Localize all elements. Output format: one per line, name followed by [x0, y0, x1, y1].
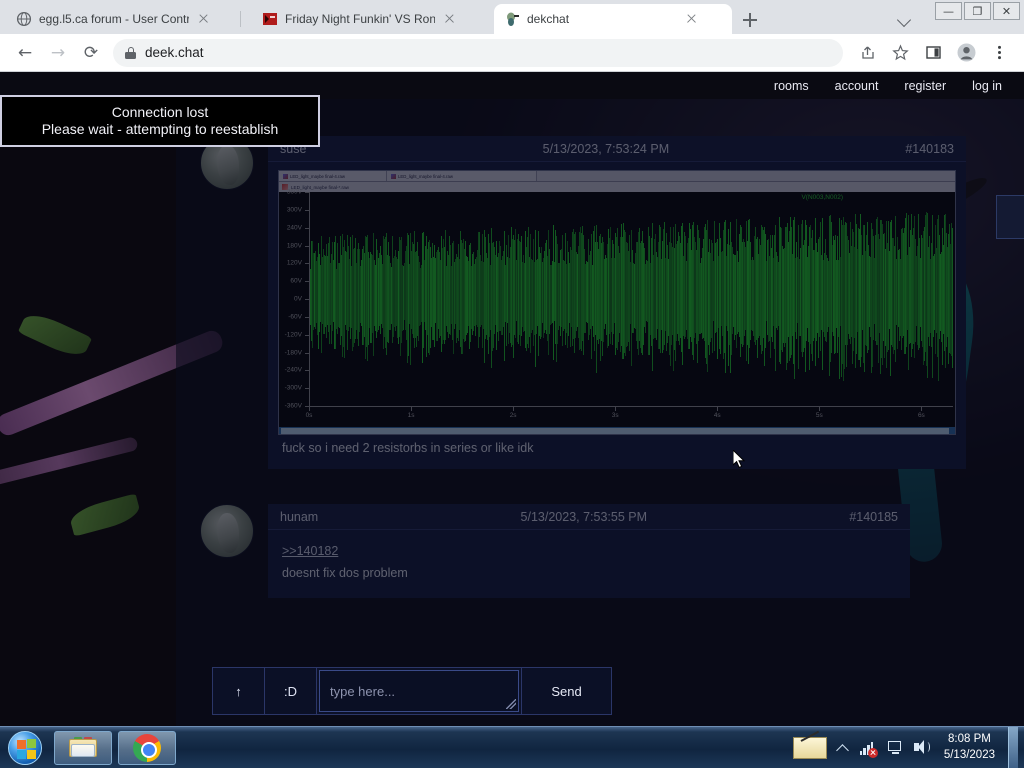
- tab-search-chevron-down-icon[interactable]: [896, 10, 914, 28]
- reload-icon: ⟳: [83, 42, 99, 63]
- web-page-deek-chat: rooms account register log in suse 5/13/…: [0, 72, 1024, 726]
- forward-button[interactable]: →: [43, 38, 73, 68]
- back-button[interactable]: ←: [10, 38, 40, 68]
- address-bar-url: deek.chat: [145, 45, 204, 60]
- mouse-cursor: [733, 450, 746, 469]
- maximize-button[interactable]: ❐: [964, 2, 991, 20]
- browser-tab-1-title: egg.l5.ca forum - User Control Pa: [39, 12, 189, 26]
- back-arrow-icon: ←: [17, 42, 33, 63]
- browser-tab-3-close-icon[interactable]: [684, 11, 700, 27]
- dekchat-icon: [504, 11, 520, 27]
- message-input[interactable]: type here...: [319, 670, 519, 712]
- volume-icon[interactable]: [913, 739, 931, 757]
- fnf-icon: [262, 11, 278, 27]
- taskbar-clock[interactable]: 8:08 PM 5/13/2023: [940, 732, 999, 763]
- share-icon[interactable]: [852, 38, 882, 68]
- globe-icon: [16, 11, 32, 27]
- show-desktop-button[interactable]: [1008, 726, 1018, 768]
- bookmark-star-icon[interactable]: [885, 38, 915, 68]
- clock-time: 8:08 PM: [948, 732, 991, 745]
- taskbar-item-google-chrome[interactable]: [118, 730, 176, 765]
- restore-icon: ❐: [972, 4, 983, 18]
- taskbar-item-file-explorer[interactable]: [54, 730, 112, 765]
- reload-button[interactable]: ⟳: [76, 38, 106, 68]
- tab-strip: egg.l5.ca forum - User Control Pa Friday…: [0, 0, 1024, 34]
- emoji-button[interactable]: :D: [265, 668, 317, 714]
- side-panel-icon[interactable]: [918, 38, 948, 68]
- rail-panel[interactable]: [996, 195, 1024, 239]
- message-input-placeholder: type here...: [330, 683, 396, 699]
- browser-tab-3[interactable]: dekchat: [494, 4, 732, 34]
- browser-toolbar: ← → ⟳ deek.chat: [0, 34, 1024, 72]
- connection-lost-line-1: Connection lost: [111, 103, 209, 120]
- nav-link-account[interactable]: account: [834, 78, 879, 93]
- show-hidden-icons-chevron-icon[interactable]: [836, 741, 850, 755]
- send-button[interactable]: Send: [521, 668, 611, 714]
- connection-lost-banner: Connection lost Please wait - attempting…: [0, 95, 320, 147]
- message-composer: ↑ :D type here... Send: [212, 667, 612, 715]
- close-icon: ✕: [1001, 4, 1012, 18]
- browser-tab-1[interactable]: egg.l5.ca forum - User Control Pa: [6, 4, 228, 34]
- window-controls: — ❐ ✕: [935, 2, 1020, 20]
- network-disconnected-icon[interactable]: [859, 739, 878, 758]
- nav-link-register[interactable]: register: [904, 78, 947, 93]
- browser-tab-3-title: dekchat: [527, 12, 570, 26]
- browser-tab-2-close-icon[interactable]: [442, 11, 458, 27]
- new-tab-button[interactable]: [737, 8, 763, 32]
- browser-tab-1-close-icon[interactable]: [196, 11, 212, 27]
- right-side-rail: [988, 99, 1024, 726]
- minimize-button[interactable]: —: [935, 2, 962, 20]
- nav-link-rooms[interactable]: rooms: [773, 78, 809, 93]
- windows-taskbar: 8:08 PM 5/13/2023: [0, 726, 1024, 768]
- address-bar[interactable]: deek.chat: [113, 38, 843, 67]
- browser-tab-2-title: Friday Night Funkin' VS Ronnie M: [285, 12, 435, 26]
- profile-icon[interactable]: [951, 38, 981, 68]
- site-nav-bar: rooms account register log in: [0, 72, 1024, 99]
- start-button[interactable]: [2, 729, 48, 767]
- chrome-browser-window: egg.l5.ca forum - User Control Pa Friday…: [0, 0, 1024, 726]
- tablet-pen-icon[interactable]: [792, 736, 827, 759]
- clock-date: 5/13/2023: [943, 748, 995, 761]
- tab-separator: [240, 11, 241, 27]
- minimize-icon: —: [943, 4, 954, 18]
- lock-icon: [125, 46, 136, 59]
- menu-kebab-icon[interactable]: [984, 38, 1014, 68]
- google-chrome-icon: [133, 733, 161, 762]
- close-button[interactable]: ✕: [993, 2, 1020, 20]
- browser-tab-2[interactable]: Friday Night Funkin' VS Ronnie M: [252, 4, 482, 34]
- connection-lost-line-2: Please wait - attempting to reestablish: [41, 121, 279, 137]
- forward-arrow-icon: →: [50, 42, 66, 63]
- windows-orb-icon: [8, 730, 42, 765]
- textarea-resize-handle[interactable]: [506, 699, 516, 709]
- upload-button[interactable]: ↑: [213, 668, 265, 714]
- display-icon[interactable]: [886, 739, 904, 757]
- file-explorer-icon: [69, 736, 97, 759]
- nav-link-log-in[interactable]: log in: [972, 78, 1002, 93]
- system-tray: 8:08 PM 5/13/2023: [792, 726, 1024, 768]
- chat-thread-column: [176, 99, 988, 726]
